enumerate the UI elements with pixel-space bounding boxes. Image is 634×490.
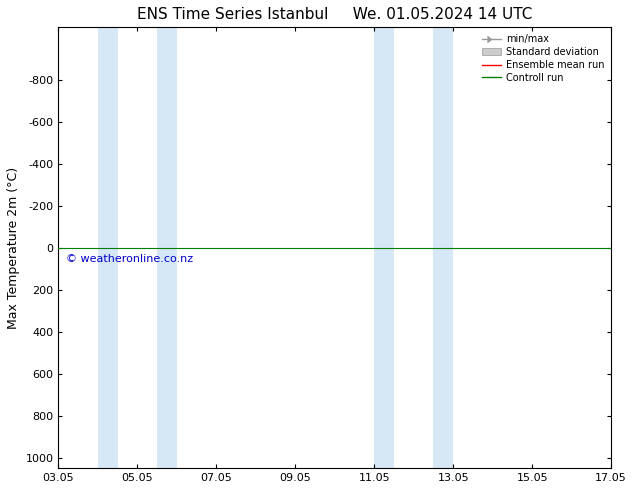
Legend: min/max, Standard deviation, Ensemble mean run, Controll run: min/max, Standard deviation, Ensemble me…: [480, 32, 606, 85]
Bar: [434, 27, 453, 468]
Bar: [157, 27, 177, 468]
Title: ENS Time Series Istanbul     We. 01.05.2024 14 UTC: ENS Time Series Istanbul We. 01.05.2024 …: [137, 7, 533, 22]
Bar: [374, 27, 394, 468]
Text: © weatheronline.co.nz: © weatheronline.co.nz: [67, 254, 193, 264]
Y-axis label: Max Temperature 2m (°C): Max Temperature 2m (°C): [7, 167, 20, 329]
Bar: [98, 27, 117, 468]
